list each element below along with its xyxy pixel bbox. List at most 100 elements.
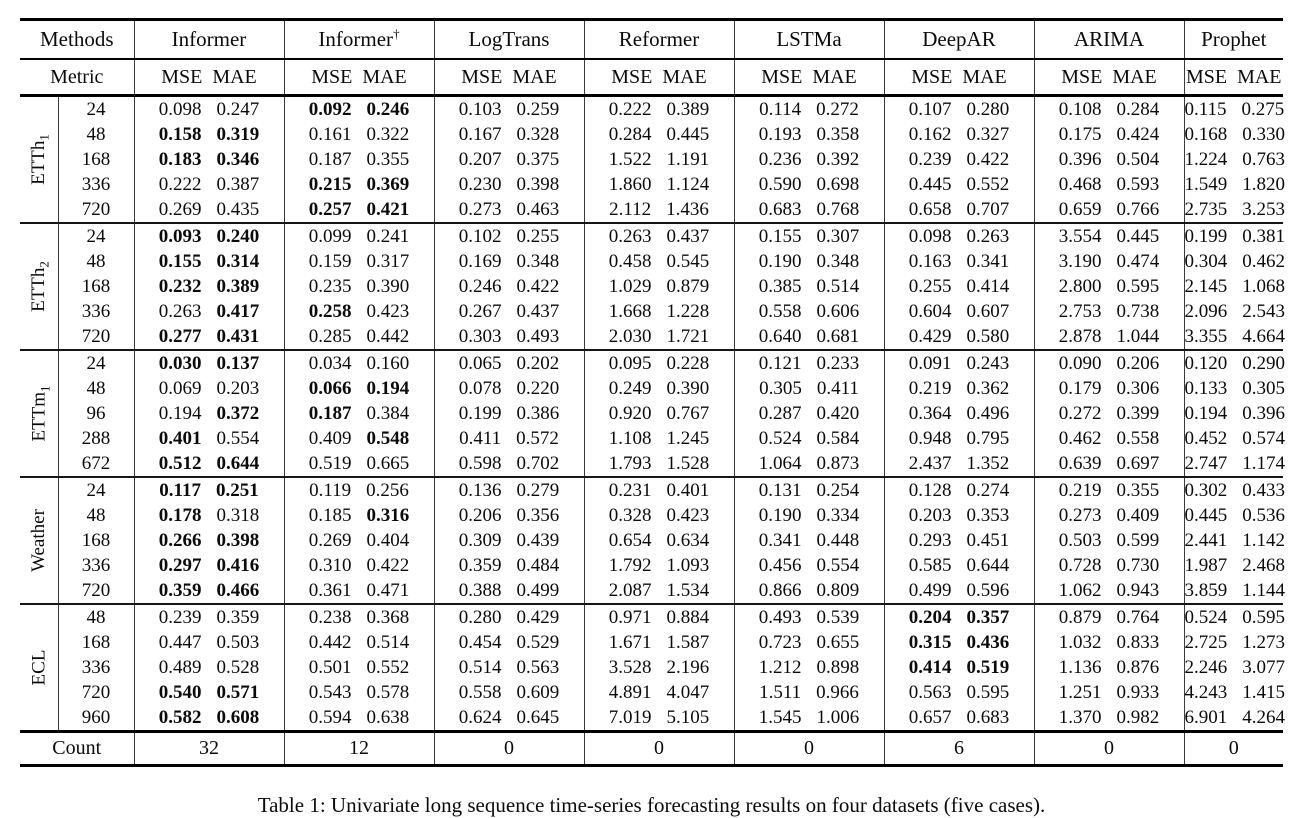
mae-value: 0.607 (966, 301, 1010, 322)
value-cell-reformer: 1.522 1.191 (583, 147, 734, 172)
mse-value: 0.168 (1184, 124, 1228, 145)
mse-value: 3.554 (1058, 226, 1102, 247)
mae-value: 0.595 (966, 682, 1010, 703)
metric-col-label: MSE (611, 65, 653, 88)
metric-col-label: MAE (212, 65, 257, 88)
value-cell-informer: 0.239 0.359 (133, 604, 284, 630)
mae-value: 0.280 (966, 99, 1010, 120)
value-cell-arima: 1.062 0.943 (1033, 578, 1184, 604)
method-name: LogTrans (468, 27, 550, 51)
mse-value: 0.098 (158, 99, 202, 120)
mse-value: 2.753 (1058, 301, 1102, 322)
mse-value: 0.199 (458, 403, 502, 424)
mae-value: 0.439 (516, 530, 560, 551)
mae-value: 0.493 (516, 326, 560, 347)
table-row: 96 0.194 0.372 0.187 0.384 0.199 0.386 0.920 0.7… (20, 401, 1285, 426)
value-cell-reformer: 0.920 0.767 (583, 401, 734, 426)
metric-header-reformer: MSE MAE (583, 59, 734, 97)
value-cell-logtrans: 0.103 0.259 (433, 95, 584, 122)
value-cell-informer-dagger: 0.519 0.665 (283, 451, 434, 477)
value-cell-informer-dagger: 0.269 0.404 (283, 528, 434, 553)
value-cell-deepar: 0.239 0.422 (883, 147, 1034, 172)
value-cell-deepar: 0.098 0.263 (883, 223, 1034, 249)
mae-value: 0.346 (216, 149, 260, 170)
value-cell-informer-dagger: 0.258 0.423 (283, 299, 434, 324)
value-cell-logtrans: 0.267 0.437 (433, 299, 584, 324)
value-cell-informer: 0.222 0.387 (133, 172, 284, 197)
value-cell-informer-dagger: 0.187 0.355 (283, 147, 434, 172)
mae-value: 5.105 (666, 707, 710, 728)
dataset-subscript: 2 (37, 261, 53, 268)
mse-value: 0.409 (308, 428, 352, 449)
mse-value: 0.396 (1058, 149, 1102, 170)
value-cell-reformer: 1.860 1.124 (583, 172, 734, 197)
mse-value: 0.493 (758, 607, 802, 628)
mae-value: 0.548 (366, 428, 410, 449)
metric-header-lstma: MSE MAE (733, 59, 884, 97)
value-cell-logtrans: 0.207 0.375 (433, 147, 584, 172)
mae-value: 0.348 (816, 251, 860, 272)
table-footer: Count 32 12 0 0 0 6 0 0 (20, 731, 1283, 767)
method-name: LSTMa (776, 27, 842, 51)
mae-value: 0.767 (666, 403, 710, 424)
mse-value: 0.269 (158, 199, 202, 220)
methods-header-row: Methods Informer Informer† LogTrans Reformer… (20, 19, 1283, 60)
mae-value: 1.144 (1242, 580, 1285, 601)
mae-value: 0.595 (1116, 276, 1160, 297)
mae-value: 0.943 (1116, 580, 1160, 601)
value-cell-prophet: 2.747 1.174 (1183, 451, 1285, 477)
mse-value: 0.107 (908, 99, 952, 120)
value-cell-arima: 2.878 1.044 (1033, 324, 1184, 350)
metric-col-label: MSE (1061, 65, 1103, 88)
mae-value: 0.194 (366, 378, 410, 399)
mae-value: 0.392 (816, 149, 860, 170)
value-cell-prophet: 2.096 2.543 (1183, 299, 1285, 324)
value-cell-deepar: 0.128 0.274 (883, 477, 1034, 503)
value-cell-logtrans: 0.280 0.429 (433, 604, 584, 630)
mae-value: 0.362 (966, 378, 1010, 399)
value-cell-lstma: 0.287 0.420 (733, 401, 884, 426)
mae-value: 0.681 (816, 326, 860, 347)
mae-value: 0.316 (366, 505, 410, 526)
value-cell-arima: 0.728 0.730 (1033, 553, 1184, 578)
mse-value: 0.219 (1058, 480, 1102, 501)
mae-value: 0.766 (1116, 199, 1160, 220)
mse-value: 0.414 (908, 657, 952, 678)
table-row: 720 0.540 0.571 0.543 0.578 0.558 0.609 4.891 4.… (20, 680, 1285, 705)
value-cell-deepar: 0.429 0.580 (883, 324, 1034, 350)
value-cell-lstma: 0.493 0.539 (733, 604, 884, 630)
value-cell-deepar: 0.255 0.414 (883, 274, 1034, 299)
dataset-name: ETTh2 (28, 261, 53, 312)
value-cell-logtrans: 0.167 0.328 (433, 122, 584, 147)
mae-value: 0.738 (1116, 301, 1160, 322)
mae-value: 0.247 (216, 99, 260, 120)
value-cell-arima: 0.659 0.766 (1033, 197, 1184, 223)
mse-value: 0.207 (458, 149, 502, 170)
mae-value: 0.319 (216, 124, 260, 145)
mae-value: 0.697 (1116, 453, 1160, 474)
value-cell-informer: 0.030 0.137 (133, 350, 284, 376)
value-cell-informer-dagger: 0.185 0.316 (283, 503, 434, 528)
value-cell-lstma: 0.524 0.584 (733, 426, 884, 451)
value-cell-prophet: 0.524 0.595 (1183, 604, 1285, 630)
mae-value: 0.334 (816, 505, 860, 526)
mae-value: 0.353 (966, 505, 1010, 526)
mae-value: 0.399 (1116, 403, 1160, 424)
value-cell-prophet: 6.901 4.264 (1183, 705, 1285, 732)
mse-value: 0.604 (908, 301, 952, 322)
mse-value: 0.236 (758, 149, 802, 170)
mae-value: 0.876 (1116, 657, 1160, 678)
dagger-sup: † (393, 26, 400, 41)
mse-value: 1.032 (1058, 632, 1102, 653)
mae-value: 0.272 (816, 99, 859, 120)
metric-header-arima: MSE MAE (1033, 59, 1184, 97)
mse-value: 0.657 (908, 707, 952, 728)
value-cell-lstma: 0.640 0.681 (733, 324, 884, 350)
table-row: 168 0.266 0.398 0.269 0.404 0.309 0.439 0.654 0.… (20, 528, 1285, 553)
mse-value: 0.222 (158, 174, 202, 195)
value-cell-logtrans: 0.309 0.439 (433, 528, 584, 553)
col-header-lstma: LSTMa (733, 19, 884, 60)
value-cell-informer: 0.582 0.608 (133, 705, 284, 732)
mae-value: 0.578 (366, 682, 410, 703)
mse-value: 0.121 (758, 353, 802, 374)
